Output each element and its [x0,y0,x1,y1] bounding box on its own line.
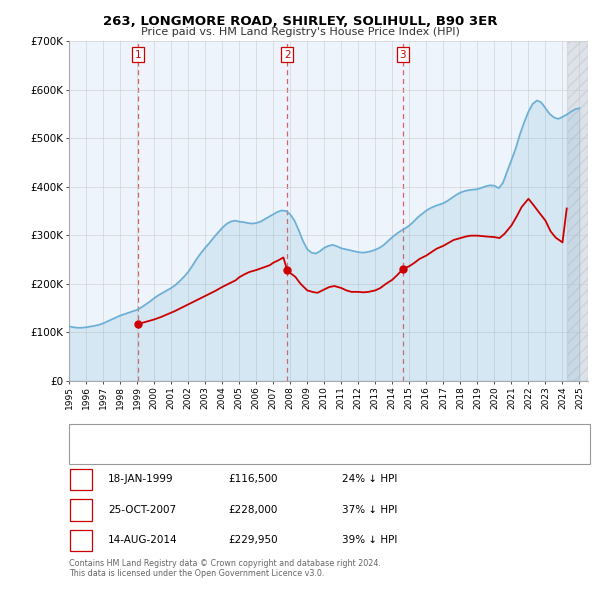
Text: Contains HM Land Registry data © Crown copyright and database right 2024.: Contains HM Land Registry data © Crown c… [69,559,381,568]
Text: 18-JAN-1999: 18-JAN-1999 [108,474,173,484]
Text: 24% ↓ HPI: 24% ↓ HPI [342,474,397,484]
Text: 2: 2 [284,50,290,60]
Text: —: — [76,427,89,440]
Text: 263, LONGMORE ROAD, SHIRLEY, SOLIHULL, B90 3ER: 263, LONGMORE ROAD, SHIRLEY, SOLIHULL, B… [103,15,497,28]
Text: 25-OCT-2007: 25-OCT-2007 [108,505,176,514]
Text: 39% ↓ HPI: 39% ↓ HPI [342,536,397,545]
Text: Price paid vs. HM Land Registry's House Price Index (HPI): Price paid vs. HM Land Registry's House … [140,27,460,37]
Text: 263, LONGMORE ROAD, SHIRLEY, SOLIHULL, B90 3ER (detached house): 263, LONGMORE ROAD, SHIRLEY, SOLIHULL, B… [92,428,414,438]
Text: HPI: Average price, detached house, Solihull: HPI: Average price, detached house, Soli… [92,447,292,457]
Text: This data is licensed under the Open Government Licence v3.0.: This data is licensed under the Open Gov… [69,569,325,578]
Text: £229,950: £229,950 [228,536,278,545]
Text: £116,500: £116,500 [228,474,277,484]
Text: £228,000: £228,000 [228,505,277,514]
Text: 14-AUG-2014: 14-AUG-2014 [108,536,178,545]
Text: 37% ↓ HPI: 37% ↓ HPI [342,505,397,514]
Text: 1: 1 [77,474,85,484]
Text: 1: 1 [134,50,141,60]
Text: 3: 3 [400,50,406,60]
Text: 2: 2 [77,505,85,515]
Text: —: — [76,445,89,458]
Text: 3: 3 [77,536,85,546]
